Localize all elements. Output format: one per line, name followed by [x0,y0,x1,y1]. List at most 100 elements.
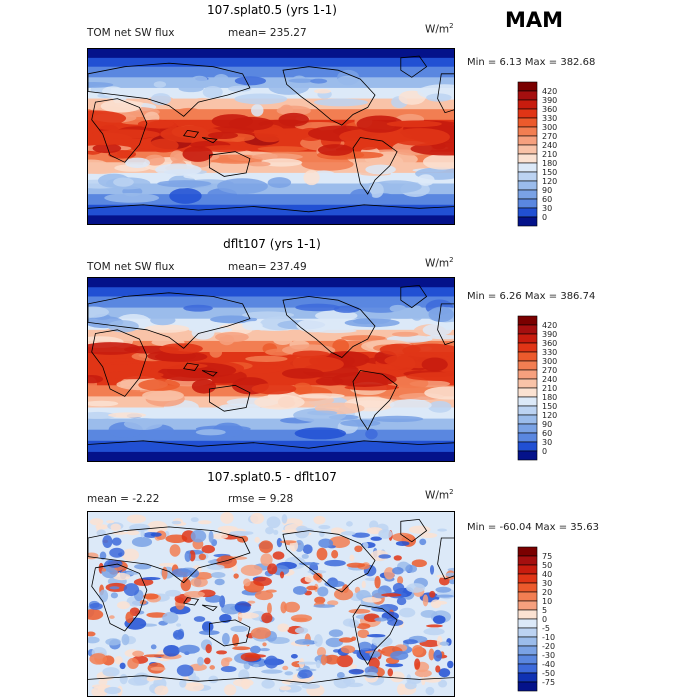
colorbar-tick-label: 10 [542,597,552,606]
flux-patch [288,78,315,83]
flux-patch [142,389,184,402]
panel-1-title: 107.splat0.5 (yrs 1-1) [207,3,337,17]
diff-patch [258,540,273,554]
diff-patch [224,657,233,662]
colorbar-box [517,171,538,182]
coastline [209,619,251,647]
diff-patch [107,560,122,568]
coastline [437,303,454,346]
coastline [400,284,428,309]
coastlines [88,55,454,213]
colorbar-tick-label: 20 [542,588,552,597]
diff-patch [178,644,200,654]
flux-band [88,66,454,79]
flux-patch [371,415,424,423]
diff-patch [208,675,219,684]
diff-patch [435,665,441,673]
diff-patch [254,590,274,601]
diff-patch [267,563,278,575]
diff-patch [110,523,121,532]
colorbar-tick-label: 60 [542,429,552,438]
panel-3-rmse: rmse = 9.28 [228,493,294,505]
flux-band [88,57,454,68]
diff-patch [445,572,454,577]
flux-patch [148,138,179,153]
diff-patch [297,661,319,665]
diff-patch [419,538,427,546]
diff-patch [381,593,402,597]
colorbar-box [517,360,538,371]
diff-patch [330,527,344,535]
flux-patch [170,150,185,164]
colorbar-box [517,441,538,452]
diff-patch [435,594,454,598]
diff-patch [395,541,410,546]
flux-patch [426,93,452,102]
diff-patch [435,586,452,593]
diff-patch [273,529,279,535]
flux-band [88,162,454,174]
colorbar-tick-label: 150 [542,402,557,411]
diff-patch [89,518,104,526]
diff-patch [358,641,372,651]
diff-patch [364,671,378,679]
diff-patch [385,663,404,668]
diff-patch [313,572,322,581]
flux-patch [301,157,354,171]
colorbar-tick-label: -50 [542,669,555,678]
diff-patch [234,601,251,613]
flux-band [88,429,454,442]
flux-patch [213,73,230,87]
flux-core-patch [281,368,324,379]
flux-core-patch [356,115,404,133]
diff-patch [221,632,230,646]
panel-2-map [87,277,455,462]
diff-patch [338,637,354,643]
diff-patch [114,656,123,665]
diff-patch [220,512,234,524]
flux-patch [144,324,190,333]
diff-patch [121,633,130,646]
colorbar-box [517,135,538,146]
diff-patch [110,592,119,599]
diff-patch [429,564,435,575]
flux-patch [157,180,212,188]
diff-patch [154,685,169,696]
flux-band [88,194,454,206]
diff-patch [261,612,273,624]
diff-patch [109,586,120,590]
diff-patch [420,610,438,618]
diff-patch [184,682,205,692]
diff-patch [169,544,181,557]
flux-patch [178,84,204,93]
flux-patch [417,174,435,186]
diff-patch [99,589,109,603]
diff-patch [315,660,321,669]
flux-patch [365,428,378,440]
flux-patch [104,192,160,203]
diff-patch [318,524,331,530]
diff-patch [387,619,404,626]
colorbar-box [517,573,538,584]
flux-patch [191,75,208,84]
diff-patch [336,654,353,668]
diff-patch [171,520,182,525]
flux-patch [175,107,203,120]
colorbar-tick-label: 150 [542,168,557,177]
diff-patch [396,683,406,696]
diff-patch [333,588,354,601]
colorbar-tick-label: -5 [542,624,550,633]
diff-patch [98,679,108,686]
flux-patch [298,393,345,399]
coastline [352,137,398,195]
diff-patch [217,525,238,532]
flux-patch [107,412,147,418]
diff-patch [126,530,140,536]
diff-patch [294,639,314,645]
colorbar-box [517,117,538,128]
diff-patch [176,664,194,677]
colorbar-tick-label: 180 [542,393,557,402]
colorbar-box [517,189,538,200]
colorbar-box [517,333,538,344]
